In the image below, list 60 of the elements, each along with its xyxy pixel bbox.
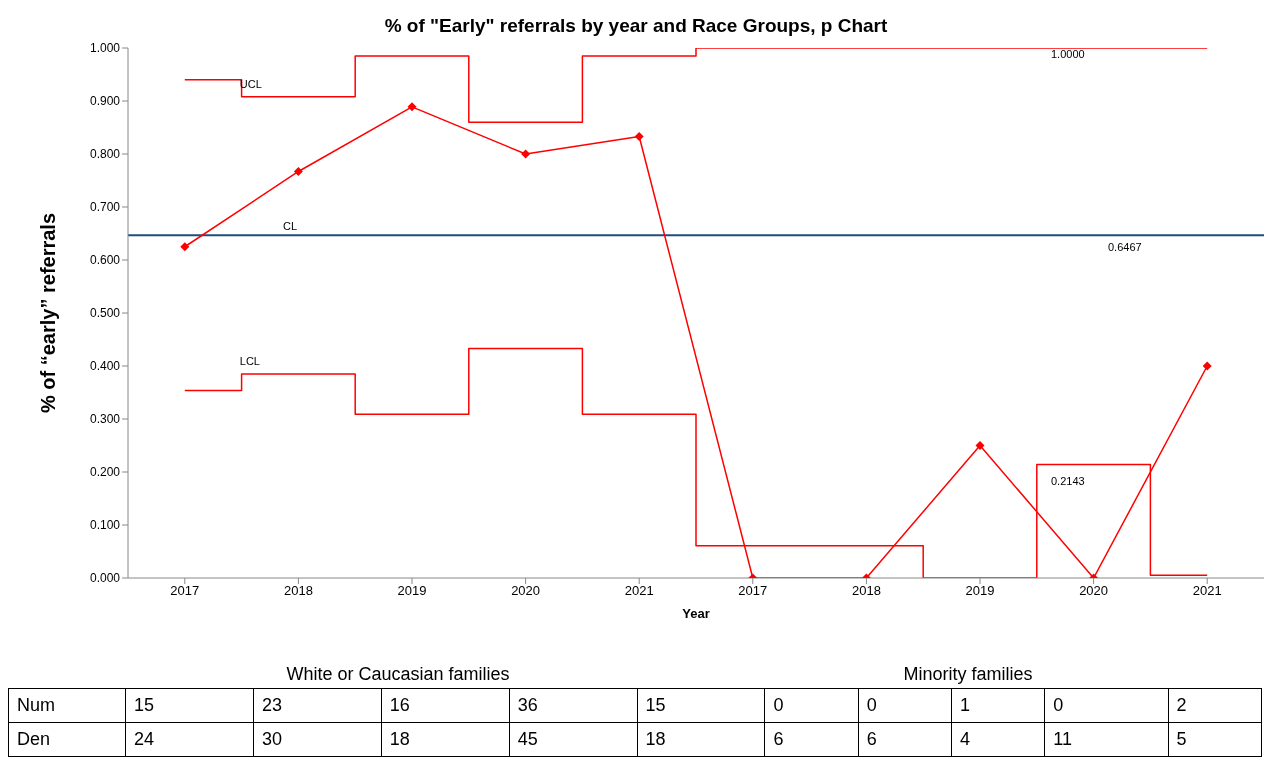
text: 2 [1168,688,1262,723]
y-tick-label: 0.400 [89,359,121,374]
text: 6 [764,722,859,757]
text: 5 [1168,722,1262,757]
point [180,242,190,252]
text: 0 [1044,688,1169,723]
y-tick-label: 0.500 [89,306,121,321]
point [407,102,417,112]
text: 15 [637,688,765,723]
y-tick-label: 0.000 [89,571,121,586]
text: Num [8,688,126,723]
text: 11 [1044,722,1169,757]
y-tick-label: 0.700 [89,200,121,215]
y-tick-label: 0.800 [89,147,121,162]
text: 15 [125,688,254,723]
point [521,149,531,159]
point [293,166,303,176]
chart-title: % of "Early" referrals by year and Race Groups, p Chart [384,15,889,36]
series-label: LCL [239,354,260,367]
text: White or Caucasian families [286,664,510,684]
ref-line-label: CL [283,220,298,233]
text: 24 [125,722,254,757]
text: 45 [509,722,638,757]
x-tick-label: 2018 [851,583,881,599]
x-tick-label: 2017 [170,583,200,599]
y-tick-label: 0.200 [89,465,121,480]
text: 0 [764,688,859,723]
y-tick-label: 0.100 [89,518,121,533]
x-tick-label: 2019 [965,583,995,599]
annotation: 0.6467 [1108,241,1142,253]
point [1202,361,1212,371]
x-tick-label: 2018 [283,583,313,599]
y-tick-label: 1.000 [89,41,121,56]
y-tick-label: 0.900 [89,94,121,109]
point [975,441,985,450]
text: 0 [858,688,952,723]
y-tick-label: 0.600 [89,253,121,268]
text: 36 [509,688,638,723]
x-tick-label: 2019 [397,583,427,599]
text: 18 [637,722,765,757]
text: 1 [951,688,1045,723]
text: Minority families [903,664,1033,684]
text: 16 [381,688,510,723]
text: Den [8,722,126,757]
x-tick-label: 2020 [511,583,541,599]
x-tick-label: 2017 [738,583,768,599]
x-tick-label: 2020 [1079,583,1109,599]
x-tick-label: 2021 [1192,583,1222,599]
y-axis-title: % of “early” referrals [37,212,60,414]
annotation: 0.2143 [1051,475,1085,487]
text: 30 [253,722,382,757]
y-tick-label: 0.300 [89,412,121,427]
text: 23 [253,688,382,723]
x-tick-label: 2021 [624,583,654,599]
text: 6 [858,722,952,757]
x-axis-title: Year [682,606,710,621]
annotation: 1.0000 [1051,48,1085,60]
point [634,132,644,142]
text: 18 [381,722,510,757]
text: 4 [951,722,1045,757]
